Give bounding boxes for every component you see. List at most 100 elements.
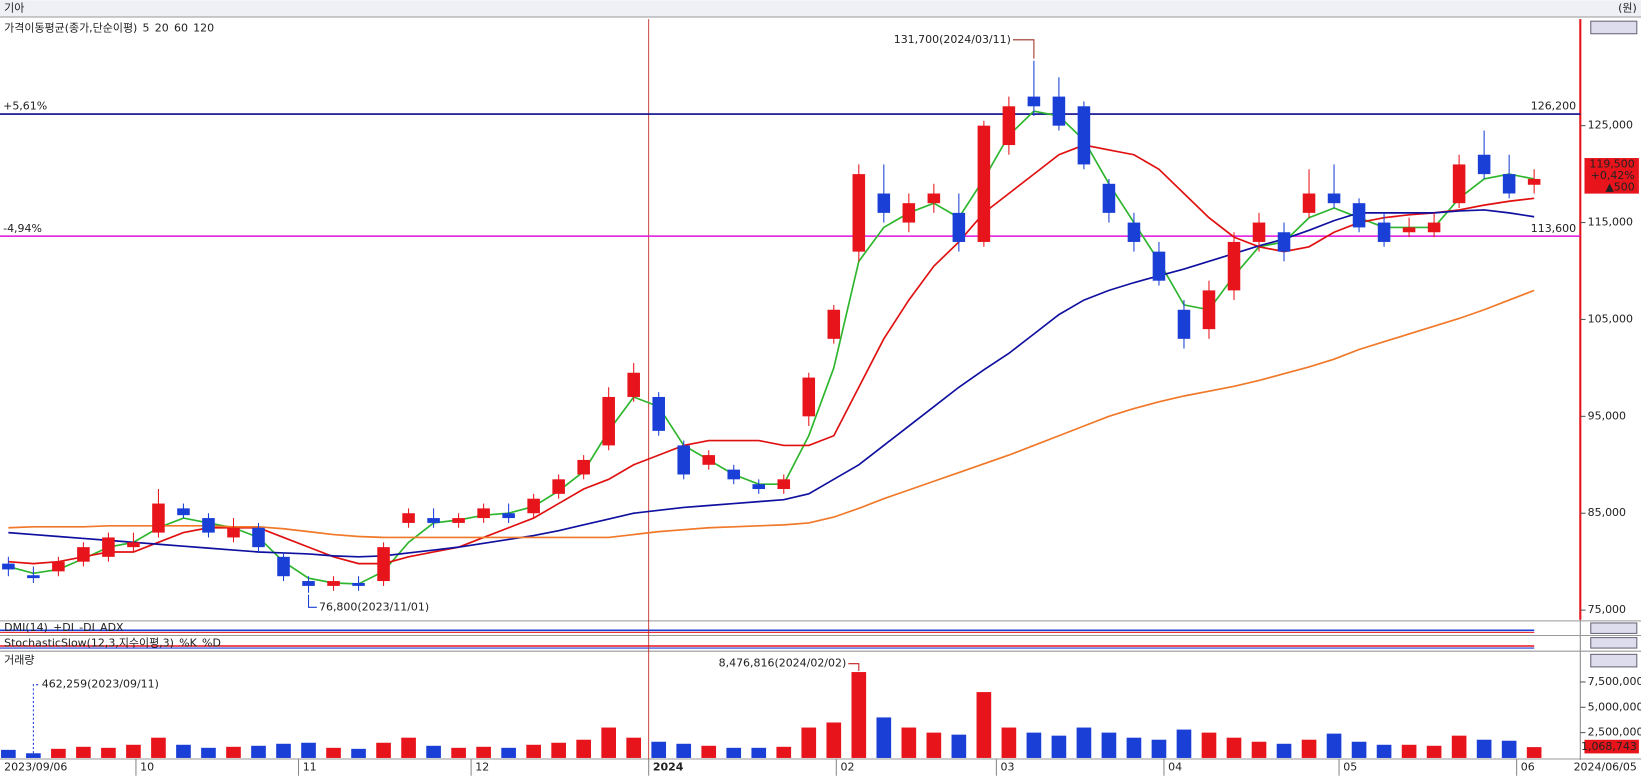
candle-body — [402, 513, 415, 523]
candle-body — [1052, 96, 1066, 126]
volume-bar — [1276, 743, 1292, 758]
panel-buttons[interactable] — [1590, 20, 1638, 668]
reference-value: 126,200 — [1531, 100, 1576, 113]
candle-body — [377, 547, 390, 582]
candle-body — [1427, 222, 1441, 233]
indicator-name: StochasticSlow(12,3,지수이평,3) — [4, 636, 174, 649]
candle-body — [927, 193, 941, 204]
volume-bar — [1251, 741, 1267, 758]
x-tick-label: 06 — [1521, 760, 1535, 773]
button[interactable] — [1590, 653, 1638, 668]
low-label: 76,800(2023/11/01) — [319, 600, 429, 613]
candle-body — [477, 508, 490, 519]
annotation-arrow — [308, 594, 317, 608]
candle-body — [877, 193, 891, 213]
candle-body — [1302, 193, 1316, 213]
volume-bar — [176, 744, 191, 758]
candle-body — [1327, 193, 1341, 204]
candle-body — [127, 542, 140, 548]
y-tick-label: 5,000,000 — [1588, 700, 1641, 713]
volume-bar — [876, 717, 892, 758]
candle-body — [177, 508, 190, 516]
volume-bar — [776, 746, 792, 758]
candle-body — [1477, 154, 1491, 175]
candle-body — [627, 372, 640, 397]
y-tick-label: 105,000 — [1588, 312, 1633, 325]
candle-body — [277, 556, 290, 577]
legend-entry: 60 — [174, 22, 188, 35]
candle-body — [827, 309, 841, 339]
volume-bar — [1, 749, 16, 758]
ma-title: 가격이동평균(종가,단순이평) — [4, 22, 137, 35]
volume-bar — [1401, 744, 1417, 758]
volume-bar — [201, 747, 216, 758]
candle-body — [1077, 106, 1091, 165]
candle-body — [1527, 178, 1541, 185]
volume-bar — [26, 753, 41, 758]
volume-bar — [676, 743, 692, 758]
x-tick-label: 12 — [475, 760, 489, 773]
volume-bar — [1201, 732, 1217, 758]
volume-bar — [1101, 732, 1117, 758]
volume-bar — [1476, 739, 1492, 758]
x-tick-label: 04 — [1168, 760, 1182, 773]
candle-body — [527, 498, 540, 514]
candle-body — [902, 203, 916, 223]
volume-bar — [401, 737, 416, 758]
candle-body — [552, 479, 565, 494]
volume-bar — [751, 747, 767, 758]
button[interactable] — [1590, 20, 1638, 35]
legend-entry: 20 — [155, 22, 169, 35]
candle-body — [1002, 106, 1016, 146]
candle-body — [77, 547, 90, 562]
volume-bar — [451, 747, 466, 758]
candle-body — [152, 503, 165, 533]
candle-body — [2, 563, 15, 570]
indicator-legend: -DI — [79, 621, 95, 634]
end-date: 2024/06/05 — [1574, 760, 1637, 773]
volume-bar — [651, 741, 667, 758]
button[interactable] — [1590, 622, 1638, 634]
ma-line — [8, 289, 1535, 539]
candle-body — [102, 537, 115, 557]
indicator-legend: +DI — [53, 621, 74, 634]
volume-bar — [851, 672, 867, 758]
candle-body — [1102, 183, 1116, 213]
indicator-legend: %K — [179, 636, 197, 649]
candle-body — [1152, 251, 1166, 281]
candle-body — [1502, 174, 1516, 194]
candle-body — [752, 484, 766, 490]
button[interactable] — [1590, 637, 1638, 649]
candle-body — [1277, 232, 1291, 252]
high-label: 131,700(2024/03/11) — [894, 33, 1011, 46]
reference-value: 113,600 — [1531, 222, 1576, 235]
candle-body — [452, 518, 465, 523]
volume-bar — [1076, 727, 1092, 758]
volume-bar — [101, 747, 116, 758]
volume-max-label: 8,476,816(2024/02/02) — [719, 657, 847, 670]
candle-body — [502, 513, 515, 519]
volume-bar — [51, 748, 66, 758]
candle-body — [1202, 290, 1216, 330]
x-tick-label: 03 — [1001, 760, 1015, 773]
candle-body — [652, 396, 665, 431]
candle-body — [1027, 96, 1041, 107]
candle-body — [977, 125, 991, 242]
candle-body — [952, 212, 966, 242]
candle-body — [677, 445, 690, 475]
y-tick-label: 95,000 — [1588, 409, 1626, 422]
volume-bar — [926, 732, 942, 758]
unit-label: (원) — [1618, 2, 1637, 15]
volume-bar — [1501, 740, 1517, 758]
volume-bar — [1151, 739, 1167, 758]
volume-bar — [951, 734, 967, 758]
volume-bar — [1376, 744, 1392, 758]
candle-body — [1402, 227, 1416, 233]
volume-bar — [801, 727, 817, 758]
candle-body — [1252, 222, 1266, 242]
candle-body — [252, 527, 265, 548]
y-tick-label: 7,500,000 — [1588, 675, 1641, 688]
candle-body — [702, 455, 716, 465]
